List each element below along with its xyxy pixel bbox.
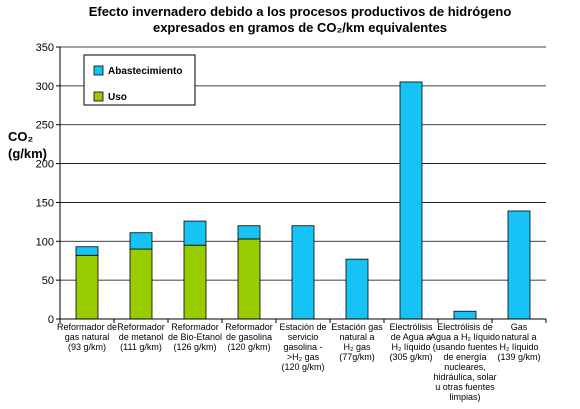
- category-label: Reformador: [171, 322, 219, 332]
- category-label: (120 g/km): [227, 342, 270, 352]
- category-label: Gas: [511, 322, 528, 332]
- axes: [59, 47, 547, 323]
- category-label: nucleares,: [444, 362, 486, 372]
- bar-uso-1: [129, 248, 153, 320]
- category-label: (305 g/km): [389, 352, 432, 362]
- y-tick-label: 0: [48, 314, 54, 326]
- bar-uso-3: [237, 238, 261, 320]
- category-label: hidráulica, solar: [433, 372, 496, 382]
- y-tick-label: 300: [36, 81, 54, 93]
- y-axis-ticks: 0 50 100 150 200 250 300 350: [36, 42, 60, 326]
- bar-uso-2: [183, 244, 207, 320]
- chart-title: Efecto invernadero debido a los procesos…: [89, 4, 512, 35]
- category-label: Agua a H₂ líquido: [430, 332, 500, 342]
- category-label: de metanol: [119, 332, 164, 342]
- bar-abastecimiento-5: [345, 258, 369, 320]
- category-label: (77g/km): [339, 352, 375, 362]
- category-label: (93 g/km): [68, 342, 106, 352]
- y-tick-label: 50: [42, 275, 54, 287]
- y-axis-label-line: CO₂: [8, 129, 34, 144]
- bar-abastecimiento-3: [237, 225, 261, 240]
- bar-abastecimiento-7: [453, 310, 477, 320]
- category-label: gasolina -: [283, 342, 322, 352]
- legend-label: Abastecimiento: [108, 66, 182, 77]
- bar-abastecimiento-4: [291, 225, 315, 320]
- bar-abastecimiento-0: [75, 246, 99, 256]
- category-label: (139 g/km): [497, 352, 540, 362]
- y-tick-label: 150: [36, 197, 54, 209]
- y-tick-label: 200: [36, 159, 54, 171]
- category-label: (126 g/km): [173, 342, 216, 352]
- category-label: servicio: [288, 332, 319, 342]
- category-label: (120 g/km): [281, 362, 324, 372]
- category-label: Reformador de: [57, 322, 117, 332]
- y-axis-label: CO₂ (g/km): [8, 129, 47, 161]
- legend-label: Uso: [108, 92, 127, 103]
- category-label: natural a: [501, 332, 536, 342]
- y-tick-label: 100: [36, 236, 54, 248]
- legend-swatch-uso: [93, 91, 104, 102]
- legend-swatch-abastecimiento: [93, 65, 104, 76]
- category-label: limpias): [449, 392, 480, 402]
- category-label: (111 g/km): [120, 342, 162, 352]
- category-label: Electrólisis de: [437, 322, 493, 332]
- category-label: H₂ líquido: [391, 342, 430, 352]
- y-tick-label: 250: [36, 120, 54, 132]
- category-label: de Agua a: [391, 332, 432, 342]
- category-label: Estación de: [279, 322, 326, 332]
- category-label: H₂ líquido: [499, 342, 538, 352]
- y-axis-label-line: (g/km): [8, 146, 47, 161]
- bars: [75, 81, 531, 320]
- chart-title-line: expresados en gramos de CO₂/km equivalen…: [153, 20, 447, 35]
- bar-abastecimiento-2: [183, 220, 207, 246]
- category-label: u otras fuentes: [435, 382, 495, 392]
- chart-title-line: Efecto invernadero debido a los procesos…: [89, 4, 512, 19]
- category-label: de gasolina: [226, 332, 272, 342]
- category-label: de energía: [443, 352, 486, 362]
- bar-abastecimiento-6: [399, 81, 423, 320]
- category-label: >H₂ gas: [287, 352, 320, 362]
- category-label: natural a: [339, 332, 374, 342]
- legend: Abastecimiento Uso: [83, 54, 196, 106]
- bar-abastecimiento-1: [129, 232, 153, 250]
- category-label: H₂ gas: [343, 342, 371, 352]
- category-label: Reformador: [117, 322, 165, 332]
- bar-abastecimiento-8: [507, 210, 531, 320]
- bar-uso-0: [75, 254, 99, 320]
- category-label: (usando fuentes: [433, 342, 498, 352]
- category-label: Electrólisis: [389, 322, 433, 332]
- category-label: gas natural: [65, 332, 110, 342]
- category-label: de Bio-Etanol: [168, 332, 222, 342]
- category-label: Estación gas: [331, 322, 383, 332]
- y-tick-label: 350: [36, 42, 54, 54]
- category-label: Reformador: [225, 322, 273, 332]
